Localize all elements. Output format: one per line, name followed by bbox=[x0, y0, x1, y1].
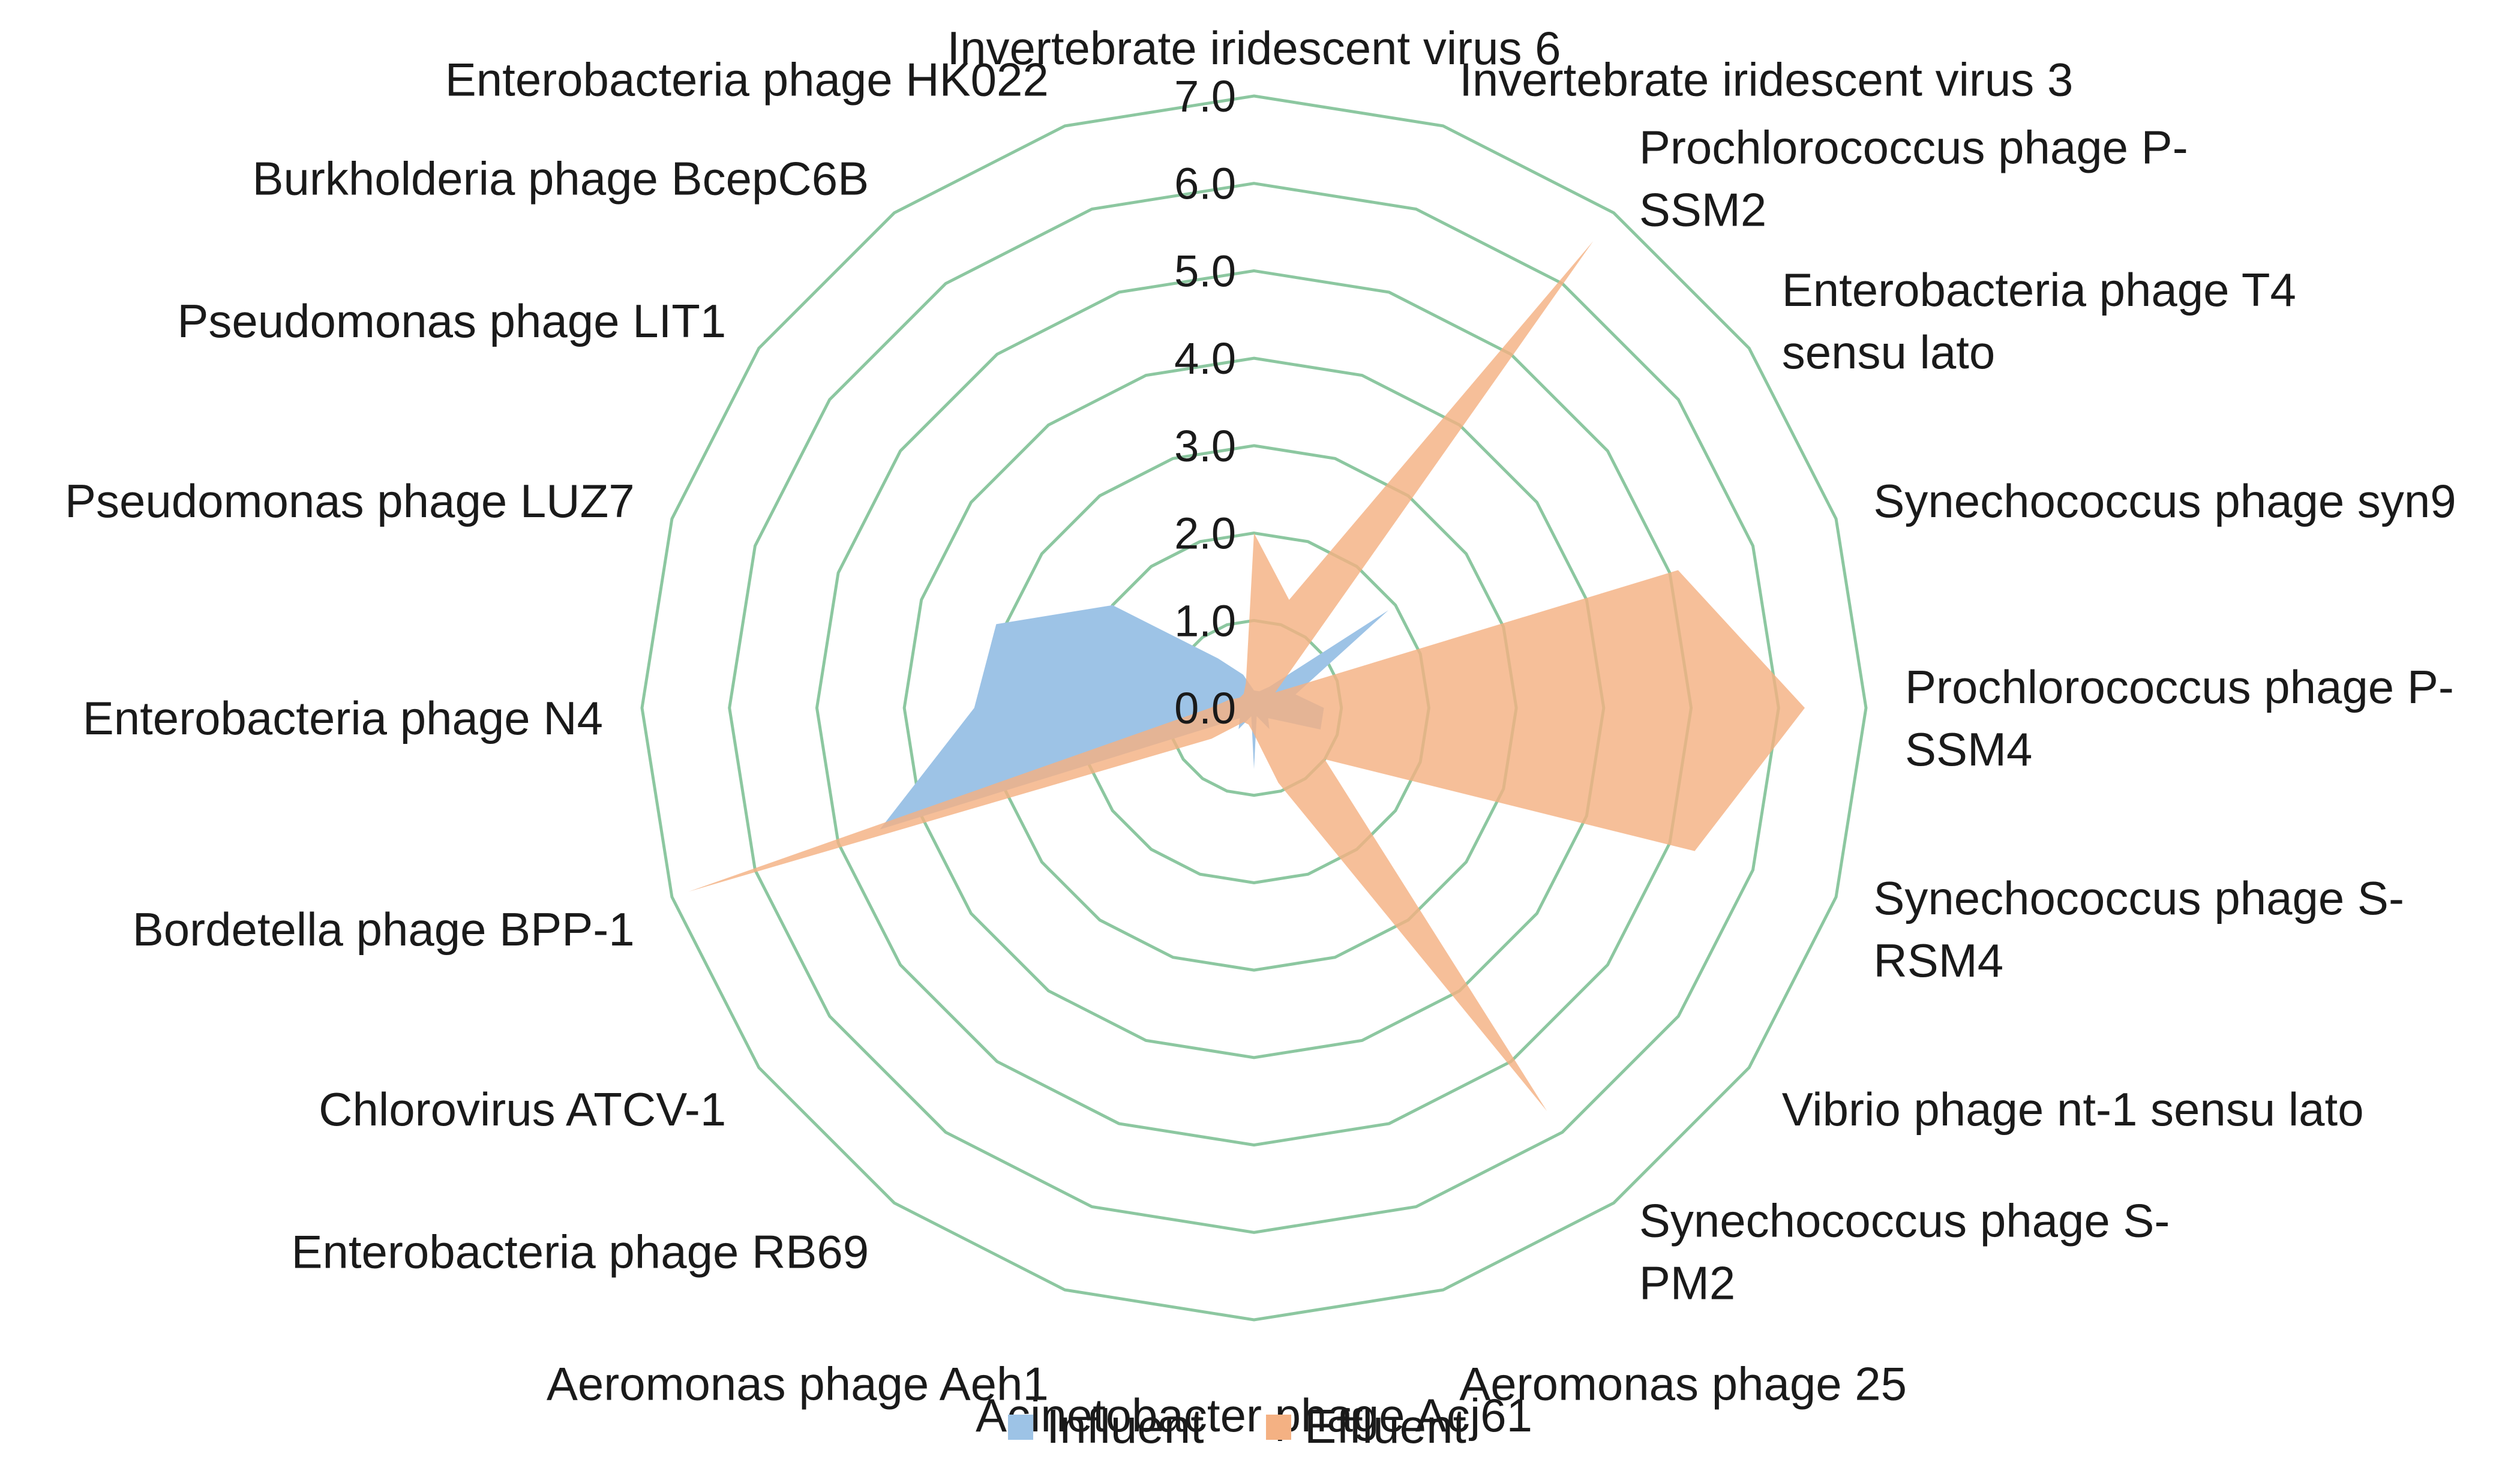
legend-label-effluent: Effluent bbox=[1304, 1400, 1466, 1453]
tick-label: 3.0 bbox=[1174, 421, 1236, 471]
category-label-line: Synechococcus phage syn9 bbox=[1873, 475, 2456, 527]
category-label: Synechococcus phage S- RSM4 bbox=[1873, 872, 2404, 987]
category-label: Chlorovirus ATCV-1 bbox=[319, 1083, 726, 1136]
tick-label: 7.0 bbox=[1174, 71, 1236, 121]
category-label-line: Synechococcus phage S- bbox=[1639, 1194, 2170, 1247]
category-label-line: Prochlorococcus phage P- bbox=[1905, 661, 2454, 713]
tick-label: 5.0 bbox=[1174, 246, 1236, 296]
category-label-line: Prochlorococcus phage P- bbox=[1639, 121, 2188, 173]
category-label: Invertebrate iridescent virus 6 bbox=[947, 22, 1561, 74]
tick-label: 4.0 bbox=[1174, 334, 1236, 383]
category-label-line: RSM4 bbox=[1873, 934, 2003, 987]
category-label: Synechococcus phage S- PM2 bbox=[1639, 1194, 2170, 1310]
category-label-line: Enterobacteria phage N4 bbox=[83, 692, 603, 744]
legend: Influent Effluent bbox=[1008, 1400, 1466, 1453]
category-label-line: SSM4 bbox=[1905, 723, 2032, 776]
category-label-line: Enterobacteria phage T4 bbox=[1782, 263, 2296, 316]
category-label: Enterobacteria phage HK022 bbox=[445, 53, 1049, 106]
category-label: Acinetobacter phage Acj61 bbox=[976, 1389, 1532, 1442]
tick-label: 1.0 bbox=[1174, 596, 1236, 646]
category-label-line: PM2 bbox=[1639, 1257, 1735, 1310]
tick-label: 2.0 bbox=[1174, 509, 1236, 559]
grid-ring bbox=[728, 182, 1780, 1234]
category-label: Enterobacteria phage RB69 bbox=[291, 1226, 869, 1278]
radar-grid bbox=[640, 94, 1868, 1322]
grid-ring bbox=[640, 94, 1868, 1322]
category-label: Pseudomonas phage LUZ7 bbox=[65, 475, 635, 527]
category-label-line: sensu lato bbox=[1782, 326, 1996, 379]
grid-ring bbox=[990, 444, 1518, 972]
category-label-line: Vibrio phage nt-1 sensu lato bbox=[1782, 1083, 2364, 1136]
legend-swatch-effluent bbox=[1266, 1415, 1291, 1440]
category-label-line: Invertebrate iridescent virus 3 bbox=[1459, 53, 2073, 106]
category-label: Enterobacteria phage N4 bbox=[83, 692, 603, 744]
category-label: Burkholderia phage BcepC6B bbox=[252, 152, 869, 205]
category-label: Synechococcus phage syn9 bbox=[1873, 475, 2456, 527]
category-label-line: Invertebrate iridescent virus 6 bbox=[947, 22, 1561, 74]
category-label: Prochlorococcus phage P- SSM4 bbox=[1905, 661, 2454, 776]
category-label: Aeromonas phage 25 bbox=[1459, 1357, 1907, 1410]
category-label-line: Aeromonas phage Aeh1 bbox=[547, 1357, 1049, 1410]
category-label-line: Synechococcus phage S- bbox=[1873, 872, 2404, 924]
category-label-line: SSM2 bbox=[1639, 183, 1766, 236]
category-label-line: Pseudomonas phage LUZ7 bbox=[65, 475, 635, 527]
grid-ring bbox=[902, 356, 1606, 1059]
category-label-line: Chlorovirus ATCV-1 bbox=[319, 1083, 726, 1136]
category-label-line: Enterobacteria phage RB69 bbox=[291, 1226, 869, 1278]
category-label: Pseudomonas phage LIT1 bbox=[177, 295, 726, 347]
category-label-line: Acinetobacter phage Acj61 bbox=[976, 1389, 1532, 1442]
radar-series bbox=[688, 241, 1805, 1111]
legend-label-influent: Influent bbox=[1046, 1400, 1204, 1453]
category-label-line: Bordetella phage BPP-1 bbox=[133, 903, 635, 956]
series-effluent-area bbox=[688, 241, 1805, 1111]
category-label-line: Pseudomonas phage LIT1 bbox=[177, 295, 726, 347]
category-label: Vibrio phage nt-1 sensu lato bbox=[1782, 1083, 2364, 1136]
category-label-line: Aeromonas phage 25 bbox=[1459, 1357, 1907, 1410]
category-label: Bordetella phage BPP-1 bbox=[133, 903, 635, 956]
grid-ring bbox=[815, 269, 1693, 1147]
category-label: Invertebrate iridescent virus 3 bbox=[1459, 53, 2073, 106]
category-label: Aeromonas phage Aeh1 bbox=[547, 1357, 1049, 1410]
tick-label: 6.0 bbox=[1174, 159, 1236, 209]
tick-label: 0.0 bbox=[1174, 683, 1236, 733]
category-labels: Invertebrate iridescent virus 6Invertebr… bbox=[65, 22, 2456, 1442]
radial-tick-labels: 0.0 1.0 2.0 3.0 4.0 5.0 6.0 7.0 bbox=[1174, 71, 1236, 733]
category-label: Enterobacteria phage T4 sensu lato bbox=[1782, 263, 2296, 379]
category-label: Prochlorococcus phage P- SSM2 bbox=[1639, 121, 2188, 236]
category-label-line: Burkholderia phage BcepC6B bbox=[252, 152, 869, 205]
category-label-line: Enterobacteria phage HK022 bbox=[445, 53, 1049, 106]
legend-swatch-influent bbox=[1008, 1415, 1033, 1440]
series-influent-area bbox=[880, 605, 1388, 830]
